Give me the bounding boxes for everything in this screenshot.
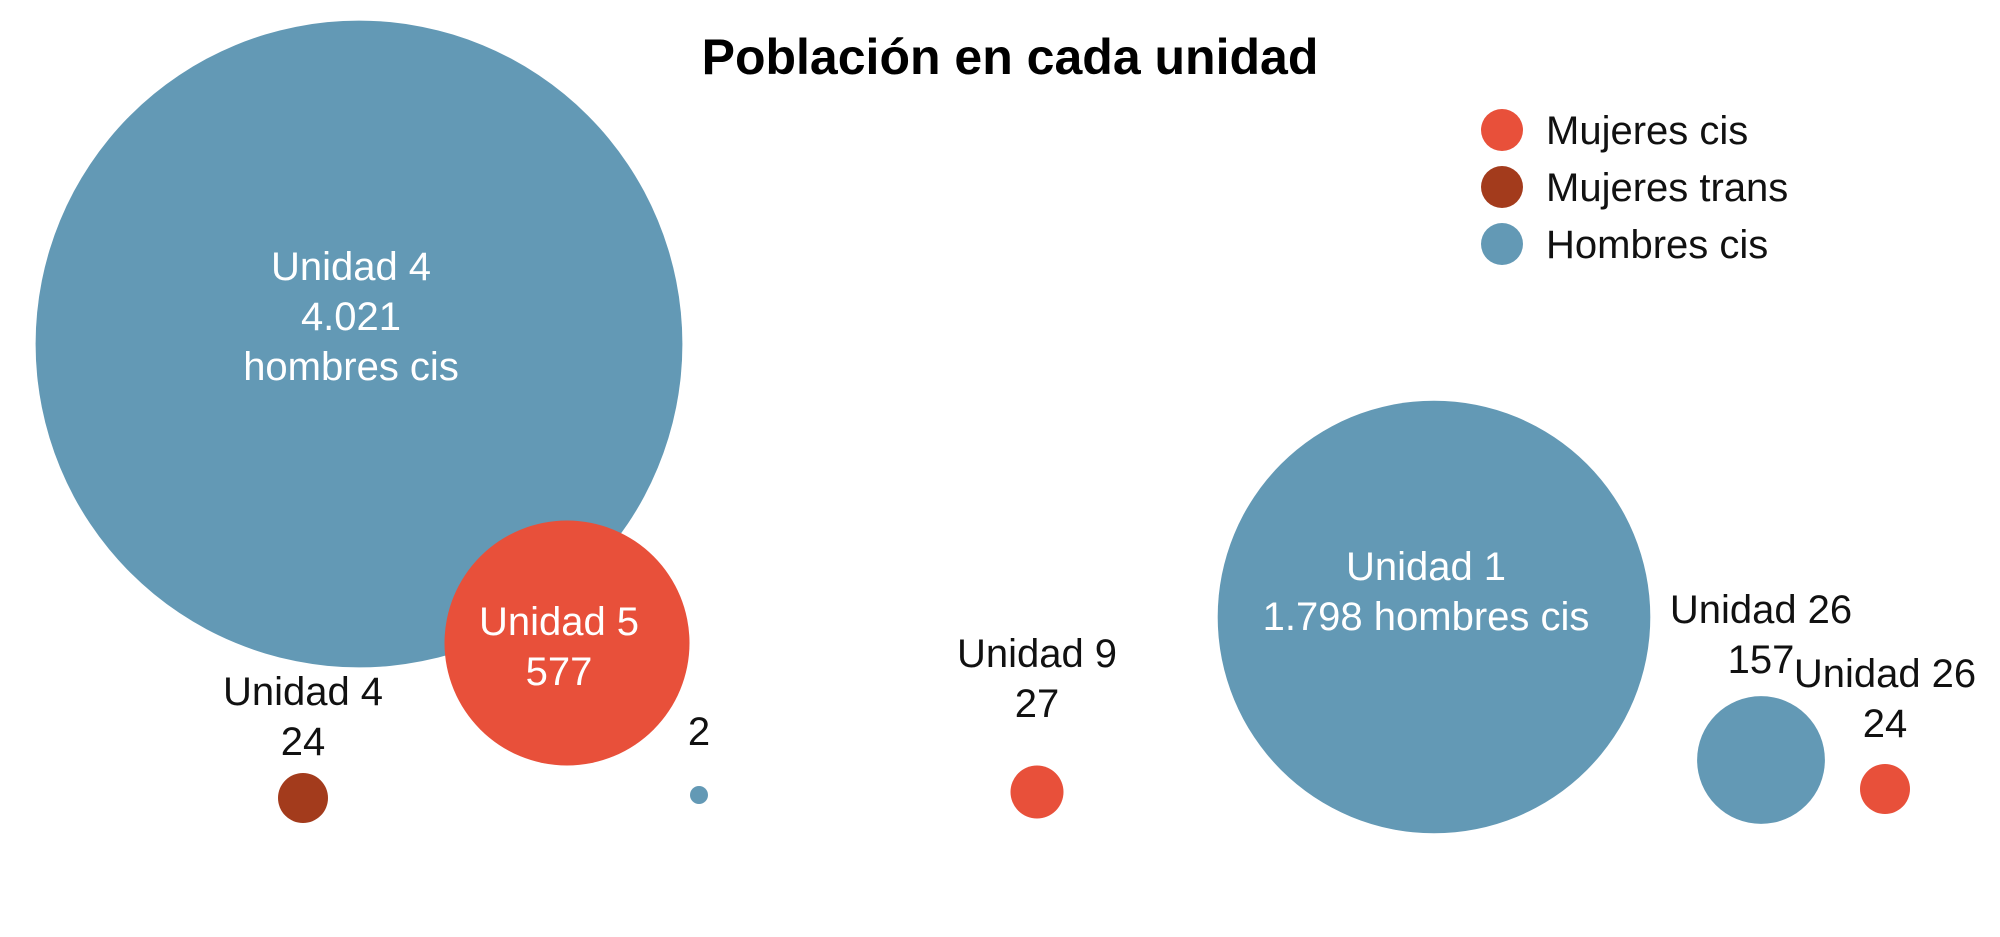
bubble-label-2: Unidad 4 24 [223, 670, 383, 764]
bubble-label-5: Unidad 1 1.798 hombres cis [1263, 545, 1590, 639]
legend-label-1: Mujeres trans [1546, 166, 1788, 210]
legend: Mujeres cis Mujeres trans Hombres cis [1481, 109, 1788, 267]
bubble-1 [444, 520, 690, 766]
legend-swatch-0 [1481, 109, 1523, 151]
bubble-0 [35, 20, 683, 668]
bubble-label-1: Unidad 5 577 [479, 600, 639, 694]
legend-label-0: Mujeres cis [1546, 109, 1748, 153]
bubble-2 [278, 773, 328, 823]
legend-label-2: Hombres cis [1546, 223, 1768, 267]
bubble-label-0: Unidad 4 4.021 hombres cis [243, 245, 459, 389]
legend-swatch-2 [1481, 223, 1523, 265]
bubble-label-7: Unidad 26 24 [1794, 652, 1976, 746]
bubble-7 [1860, 764, 1910, 814]
bubble-3 [690, 786, 708, 804]
bubble-label-3: 2 [688, 710, 710, 754]
bubbles [35, 20, 1910, 834]
bubble-label-6: Unidad 26 157 [1670, 588, 1852, 682]
bubble-4 [1010, 765, 1064, 819]
chart-title: Población en cada unidad [702, 29, 1319, 85]
bubble-6 [1697, 696, 1825, 824]
bubble-5 [1217, 400, 1651, 834]
bubble-labels: Unidad 4 4.021 hombres cis Unidad 5 577 Unida… [223, 245, 1976, 764]
bubble-label-4: Unidad 9 27 [957, 632, 1117, 726]
legend-swatch-1 [1481, 166, 1523, 208]
